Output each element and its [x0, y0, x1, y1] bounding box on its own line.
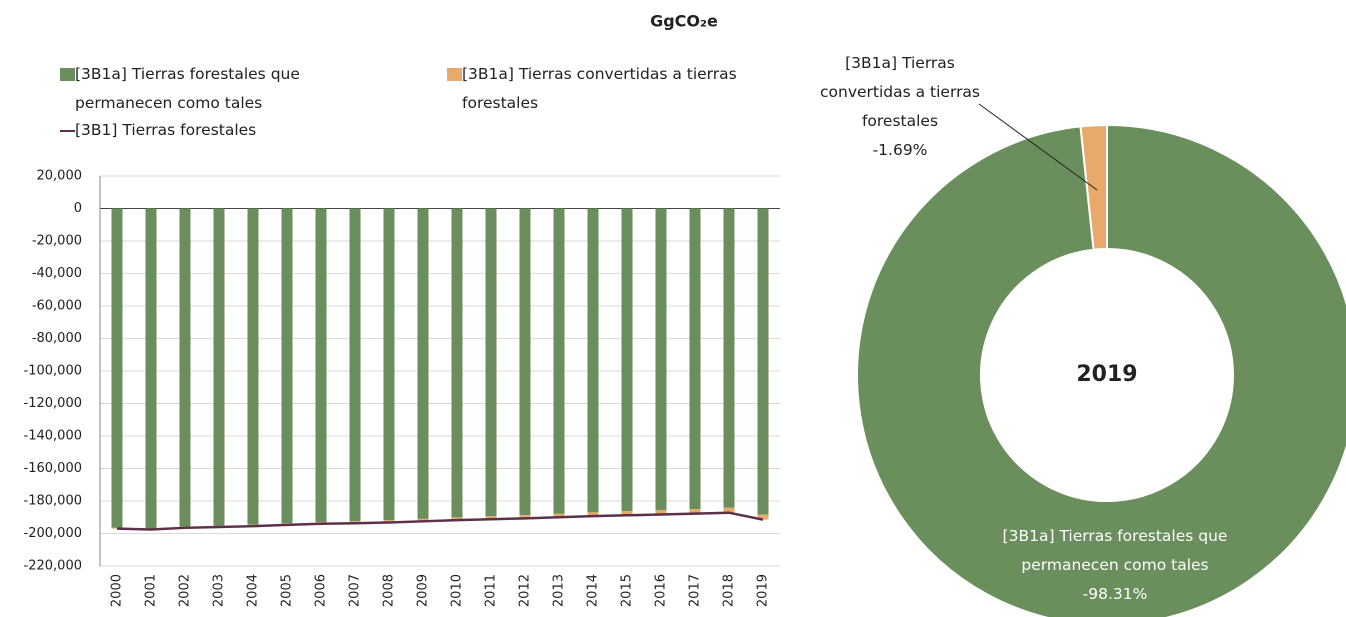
x-tick-label: 2012 — [518, 574, 533, 607]
leader-line — [978, 103, 1098, 191]
bar-segment — [587, 512, 599, 517]
legend-label: [3B1a] Tierras forestales que permanecen… — [75, 65, 300, 112]
slice-label: [3B1a] Tierras convertidas a tierras for… — [819, 54, 981, 130]
bar-segment — [621, 208, 633, 512]
x-tick-label: 2001 — [144, 574, 159, 607]
bar-segment — [247, 208, 259, 525]
bar-segment — [349, 208, 361, 522]
donut-slice — [855, 123, 1346, 617]
slice-label: [3B1a] Tierras forestales que permanecen… — [1002, 527, 1228, 574]
y-tick-label: -40,000 — [32, 266, 82, 281]
bar-segment — [689, 208, 701, 510]
x-tick-label: 2007 — [348, 574, 363, 607]
x-tick-label: 2017 — [688, 574, 703, 607]
unit-label: GgCO₂e — [650, 12, 718, 31]
bar-segment — [519, 515, 531, 519]
bar-segment — [655, 510, 667, 515]
bar-segment — [145, 208, 157, 529]
y-tick-label: -100,000 — [24, 364, 82, 379]
slice-label-block: [3B1a] Tierras forestales que permanecen… — [965, 522, 1265, 609]
y-tick-label: 0 — [74, 201, 82, 216]
bar-segment — [587, 208, 599, 513]
line-series — [116, 511, 764, 531]
x-tick-label: 2010 — [450, 574, 465, 607]
y-tick-label: -140,000 — [24, 429, 82, 444]
bar-segment — [451, 517, 463, 521]
bar-segment — [689, 509, 701, 514]
y-tick-label: -200,000 — [24, 526, 82, 541]
bar-segment — [757, 208, 769, 515]
x-tick-label: 2004 — [246, 574, 261, 607]
bar-segment — [451, 208, 463, 518]
legend-label: [3B1a] Tierras convertidas a tierras for… — [462, 65, 737, 112]
legend-label: [3B1] Tierras forestales — [75, 121, 257, 139]
y-tick-label: -180,000 — [24, 494, 82, 509]
legend-swatch — [60, 68, 75, 81]
x-tick-label: 2011 — [484, 574, 499, 607]
x-tick-label: 2008 — [382, 574, 397, 607]
bar-segment — [655, 208, 667, 511]
bar-segment — [485, 516, 497, 520]
bar-segment — [553, 208, 565, 514]
x-tick-label: 2014 — [586, 574, 601, 607]
slice-label-block: [3B1a] Tierras convertidas a tierras for… — [810, 49, 990, 165]
bar-segment — [179, 208, 191, 527]
x-tick-label: 2018 — [722, 574, 737, 607]
bar-segment — [519, 208, 531, 516]
y-tick-label: 20,000 — [37, 169, 83, 184]
donut-center-label: 2019 — [1076, 362, 1137, 387]
x-tick-label: 2016 — [654, 574, 669, 607]
bar-segment — [723, 507, 735, 513]
slice-label: -1.69% — [872, 141, 928, 159]
x-tick-label: 2005 — [280, 574, 295, 607]
bar-segment — [281, 208, 293, 524]
bar-segment — [213, 208, 225, 526]
x-tick-label: 2006 — [314, 574, 329, 607]
bar-segment — [757, 514, 769, 520]
bar-segment — [315, 208, 327, 522]
y-tick-label: -80,000 — [32, 331, 82, 346]
bar-segment — [723, 208, 735, 508]
slice-label: -98.31% — [1082, 585, 1148, 603]
bar-segment — [111, 527, 123, 529]
x-tick-label: 2003 — [212, 574, 227, 607]
x-tick-label: 2015 — [620, 574, 635, 607]
x-tick-label: 2013 — [552, 574, 567, 607]
y-tick-label: -60,000 — [32, 299, 82, 314]
bar-segment — [553, 513, 565, 518]
y-tick-label: -220,000 — [24, 559, 82, 574]
y-tick-label: -20,000 — [32, 234, 82, 249]
bar-segment — [621, 511, 633, 516]
legend-swatch — [60, 130, 75, 132]
bar-segment — [485, 208, 497, 517]
x-tick-label: 2002 — [178, 574, 193, 607]
y-tick-label: -160,000 — [24, 461, 82, 476]
bar-segment — [383, 208, 395, 521]
bar-segment — [111, 208, 123, 528]
y-tick-label: -120,000 — [24, 396, 82, 411]
x-tick-label: 2019 — [756, 574, 771, 607]
bar-segment — [417, 208, 429, 519]
legend-swatch — [447, 68, 462, 81]
x-tick-label: 2000 — [110, 574, 125, 607]
x-tick-label: 2009 — [416, 574, 431, 607]
